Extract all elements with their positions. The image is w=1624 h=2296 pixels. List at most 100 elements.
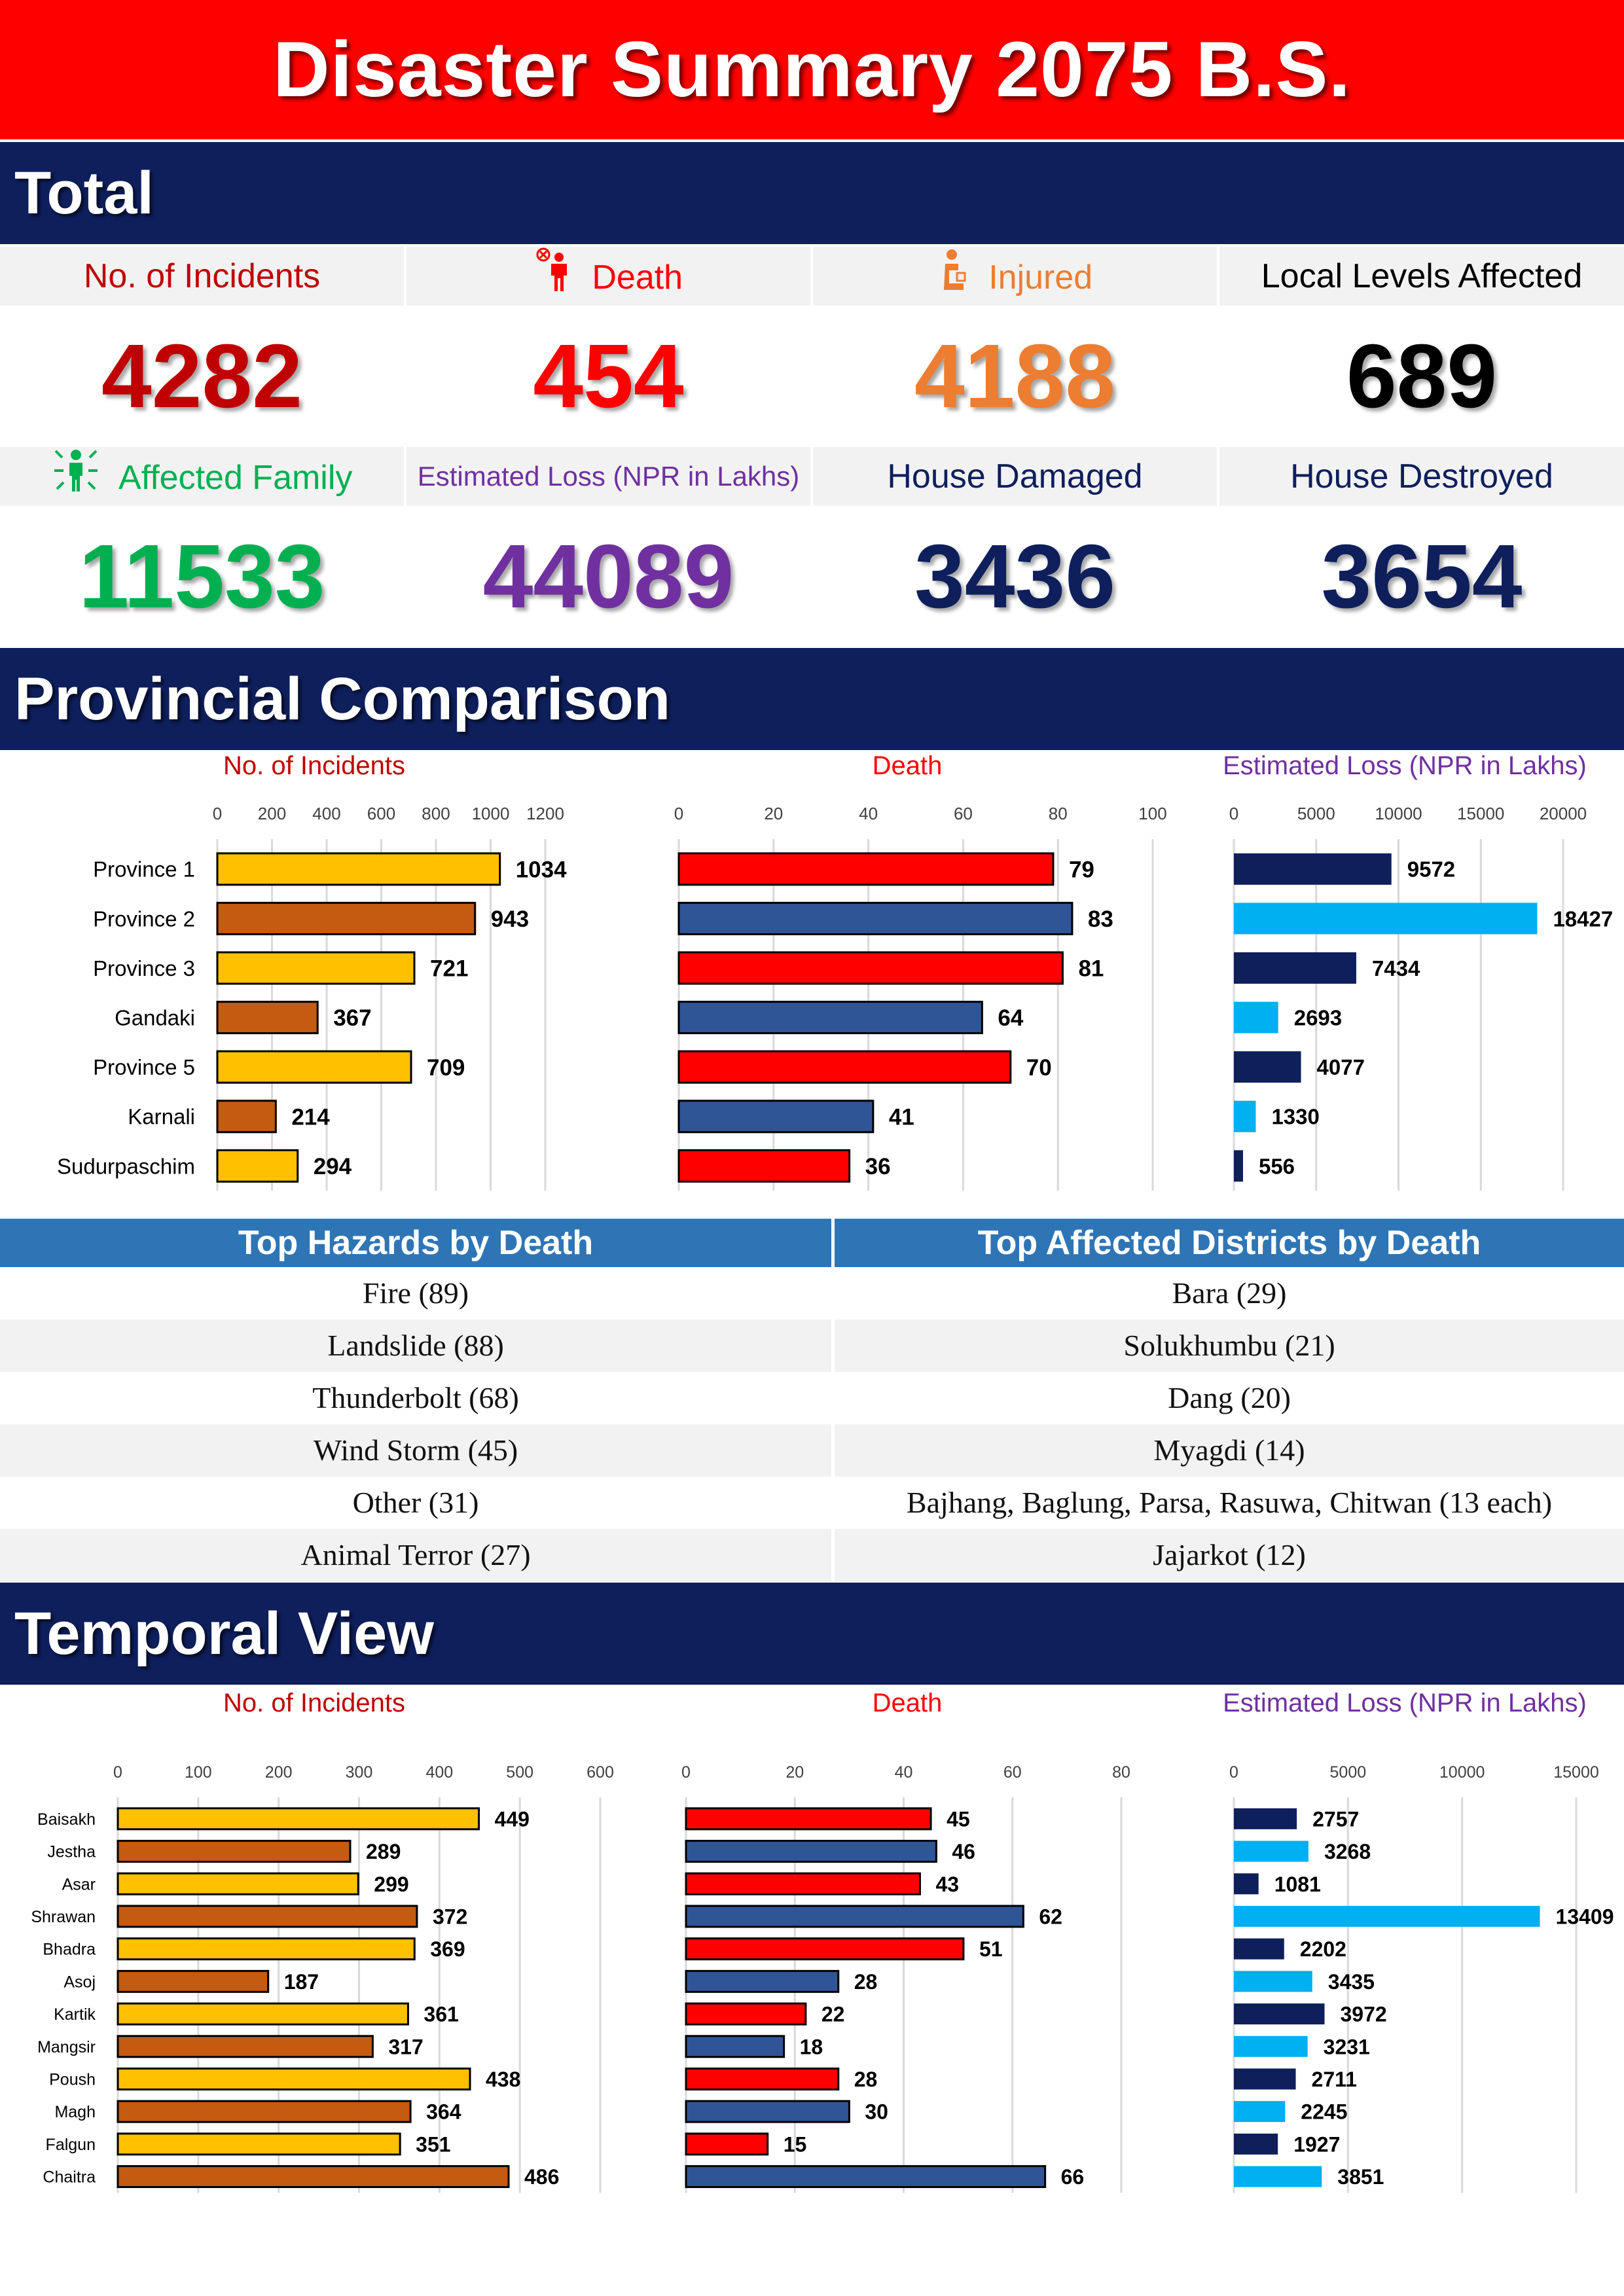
tick-label: 20000 [1540,804,1587,823]
stat-incidents-label: No. of Incidents [0,247,404,306]
data-label: 1081 [1274,1873,1321,1896]
hazards-table-header: Top Hazards by Death [0,1219,831,1267]
data-label: 18 [800,2035,823,2058]
bar [1234,2101,1286,2123]
tick-label: 0 [213,804,222,823]
data-label: 15 [784,2132,807,2156]
bar [1234,1873,1259,1895]
chart-title-month-loss: Estimated Loss (NPR in Lakhs) [1223,1689,1587,1717]
bar [1234,853,1392,885]
bar [216,1001,319,1035]
tick-label: 400 [425,1763,453,1782]
stat-local-levels-label: Local Levels Affected [1219,247,1624,306]
data-label: 369 [430,1937,465,1961]
tick-label: 0 [113,1763,122,1782]
district-row: Solukhumbu (21) [835,1319,1624,1372]
tick-label: 600 [586,1763,614,1782]
page-title: Disaster Summary 2075 B.S. [0,0,1624,139]
data-label: 13409 [1556,1905,1614,1928]
bar [685,1872,921,1895]
tick-label: 400 [312,804,340,823]
bar [677,1149,851,1183]
data-label: 367 [333,1005,371,1031]
data-label: 64 [998,1005,1023,1031]
data-label: 2693 [1294,1005,1342,1030]
data-label: 3268 [1324,1840,1371,1863]
bar [1234,2068,1296,2090]
tick-label: 0 [681,1763,691,1782]
data-label: 30 [865,2100,888,2124]
tick-label: 20 [785,1763,804,1782]
bar [685,2002,807,2026]
data-label: 3972 [1340,2003,1386,2026]
category-label: Province 1 [93,857,195,882]
category-label: Poush [49,2070,96,2089]
stat-house-destroyed-value: 3654 [1321,526,1523,627]
tick-label: 10000 [1375,804,1422,823]
bar [1234,2003,1325,2025]
category-label: Province 2 [93,906,195,931]
data-label: 3851 [1337,2165,1384,2189]
data-label: 18427 [1553,906,1613,931]
data-label: 36 [865,1154,891,1179]
stat-injured-label: Injured [813,247,1217,306]
bar [216,1100,277,1134]
data-label: 2245 [1301,2100,1347,2124]
chart-title-month-death: Death [872,1689,943,1717]
category-label: Province 3 [93,956,195,980]
bar [216,852,501,886]
affected-family-icon [52,447,100,512]
chart-title-month-incidents: No. of Incidents [223,1689,405,1717]
prov-loss-chart: 0 5000 10000 15000 20000 9572 18427 7434 2693 407… [1229,804,1613,1191]
bar [117,1840,352,1863]
data-label: 294 [314,1154,352,1179]
stat-local-levels-value: 689 [1346,326,1498,427]
bar [117,2067,471,2090]
section-provincial-header: Provincial Comparison [0,648,1624,750]
tick-label: 0 [674,804,683,823]
bar [685,1807,932,1831]
category-label: Falgun [46,2136,96,2154]
data-label: 214 [291,1104,330,1130]
data-label: 486 [524,2165,559,2189]
bar [685,1905,1024,1928]
tick-label: 200 [258,804,286,823]
category-label: Karnali [128,1105,195,1129]
data-label: 83 [1088,906,1113,932]
bar [117,2165,510,2189]
tick-label: 20 [764,804,783,823]
bar [677,852,1055,886]
tick-label: 60 [1003,1763,1022,1782]
data-label: 1034 [516,857,567,882]
stat-house-destroyed-label: House Destroyed [1219,447,1624,506]
section-temporal-header: Temporal View [0,1583,1624,1685]
tick-label: 0 [1229,804,1238,823]
chart-title-prov-death: Death [872,751,943,780]
bar [1234,1001,1278,1033]
district-row: Myagdi (14) [835,1424,1624,1477]
data-label: 22 [821,2003,845,2026]
data-label: 9572 [1407,857,1455,882]
bar [117,1905,418,1928]
tick-label: 0 [1229,1763,1238,1782]
bar [117,2100,412,2123]
hazard-row: Fire (89) [362,1276,469,1310]
bar [1234,903,1538,935]
bar [216,901,477,935]
chart-title-prov-loss: Estimated Loss (NPR in Lakhs) [1223,751,1587,780]
tick-label: 1000 [472,804,510,823]
data-label: 317 [388,2035,423,2058]
bar [677,1050,1012,1084]
data-label: 7434 [1372,956,1420,980]
tick-label: 500 [506,1763,533,1782]
bar [677,1001,983,1035]
stat-affected-family-value: 11533 [79,526,325,627]
stat-estimated-loss-label: Estimated Loss (NPR in Lakhs) [406,447,810,506]
bar [117,1969,270,1993]
data-label: 28 [854,1970,878,1994]
person-death-icon [534,247,573,312]
stat-house-damaged-value: 3436 [914,526,1115,627]
tick-label: 40 [859,804,878,823]
category-label: Jestha [47,1843,96,1861]
